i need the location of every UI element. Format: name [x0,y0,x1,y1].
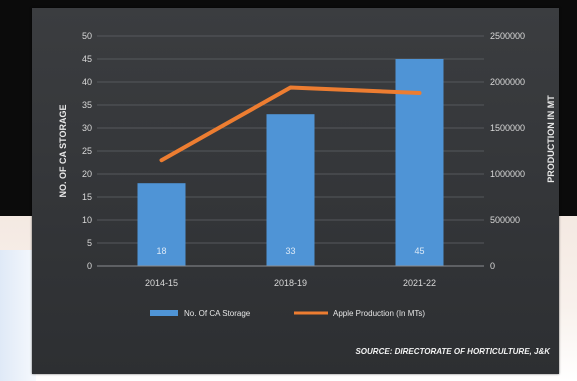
legend-swatch-bars [150,310,178,316]
legend-label-line: Apple Production (In MTs) [333,309,425,318]
bar [137,183,186,266]
y-tick-label: 10 [82,215,92,225]
y-tick-label: 15 [82,192,92,202]
line-point [289,86,292,90]
y2-tick-label: 2000000 [490,77,525,87]
x-tick-label: 2021-22 [403,278,436,288]
y2-tick-label: 2500000 [490,31,525,41]
y-axis-title: NO. OF CA STORAGE [58,104,68,197]
combo-chart: 0 5 10 15 20 25 30 35 40 45 50 0 500000 1000000 150000… [58,31,556,356]
y-tick-label: 25 [82,146,92,156]
chart-panel: 0 5 10 15 20 25 30 35 40 45 50 0 500000 1000000 150000… [32,8,559,374]
line-point [418,91,421,95]
y2-tick-label: 0 [490,261,495,271]
y2-axis-title: PRODUCTION IN MT [546,95,556,183]
y-tick-label: 45 [82,54,92,64]
y-tick-label: 20 [82,169,92,179]
y-tick-label: 30 [82,123,92,133]
x-tick-label: 2014-15 [145,278,178,288]
y2-tick-label: 1500000 [490,123,525,133]
y-tick-label: 50 [82,31,92,41]
line-point [160,158,163,162]
bar [266,114,315,266]
y2-tick-label: 1000000 [490,169,525,179]
y-tick-label: 0 [87,261,92,271]
bar-data-label: 18 [156,246,166,256]
bar-data-label: 45 [414,246,424,256]
y-tick-label: 35 [82,100,92,110]
y-tick-label: 40 [82,77,92,87]
bar-data-label: 33 [285,246,295,256]
x-tick-label: 2018-19 [274,278,307,288]
y-tick-label: 5 [87,238,92,248]
source-note: SOURCE: DIRECTORATE OF HORTICULTURE, J&K [355,347,551,356]
bar [395,59,444,266]
blue-edge-background [0,250,36,381]
y2-tick-label: 500000 [490,215,520,225]
legend-label-bars: No. Of CA Storage [184,309,251,318]
